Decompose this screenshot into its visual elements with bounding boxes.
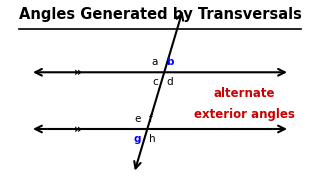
Text: »: » [74,122,82,136]
Text: exterior angles: exterior angles [194,108,295,121]
Text: »: » [74,66,82,79]
Text: h: h [149,134,156,144]
Text: c: c [152,77,158,87]
Text: a: a [152,57,158,67]
Text: Angles Generated by Transversals: Angles Generated by Transversals [19,7,301,22]
Text: f: f [149,114,153,124]
Text: e: e [135,114,141,124]
Text: alternate: alternate [214,87,276,100]
Text: d: d [166,77,173,87]
Text: b: b [166,57,173,67]
Text: g: g [133,134,141,144]
